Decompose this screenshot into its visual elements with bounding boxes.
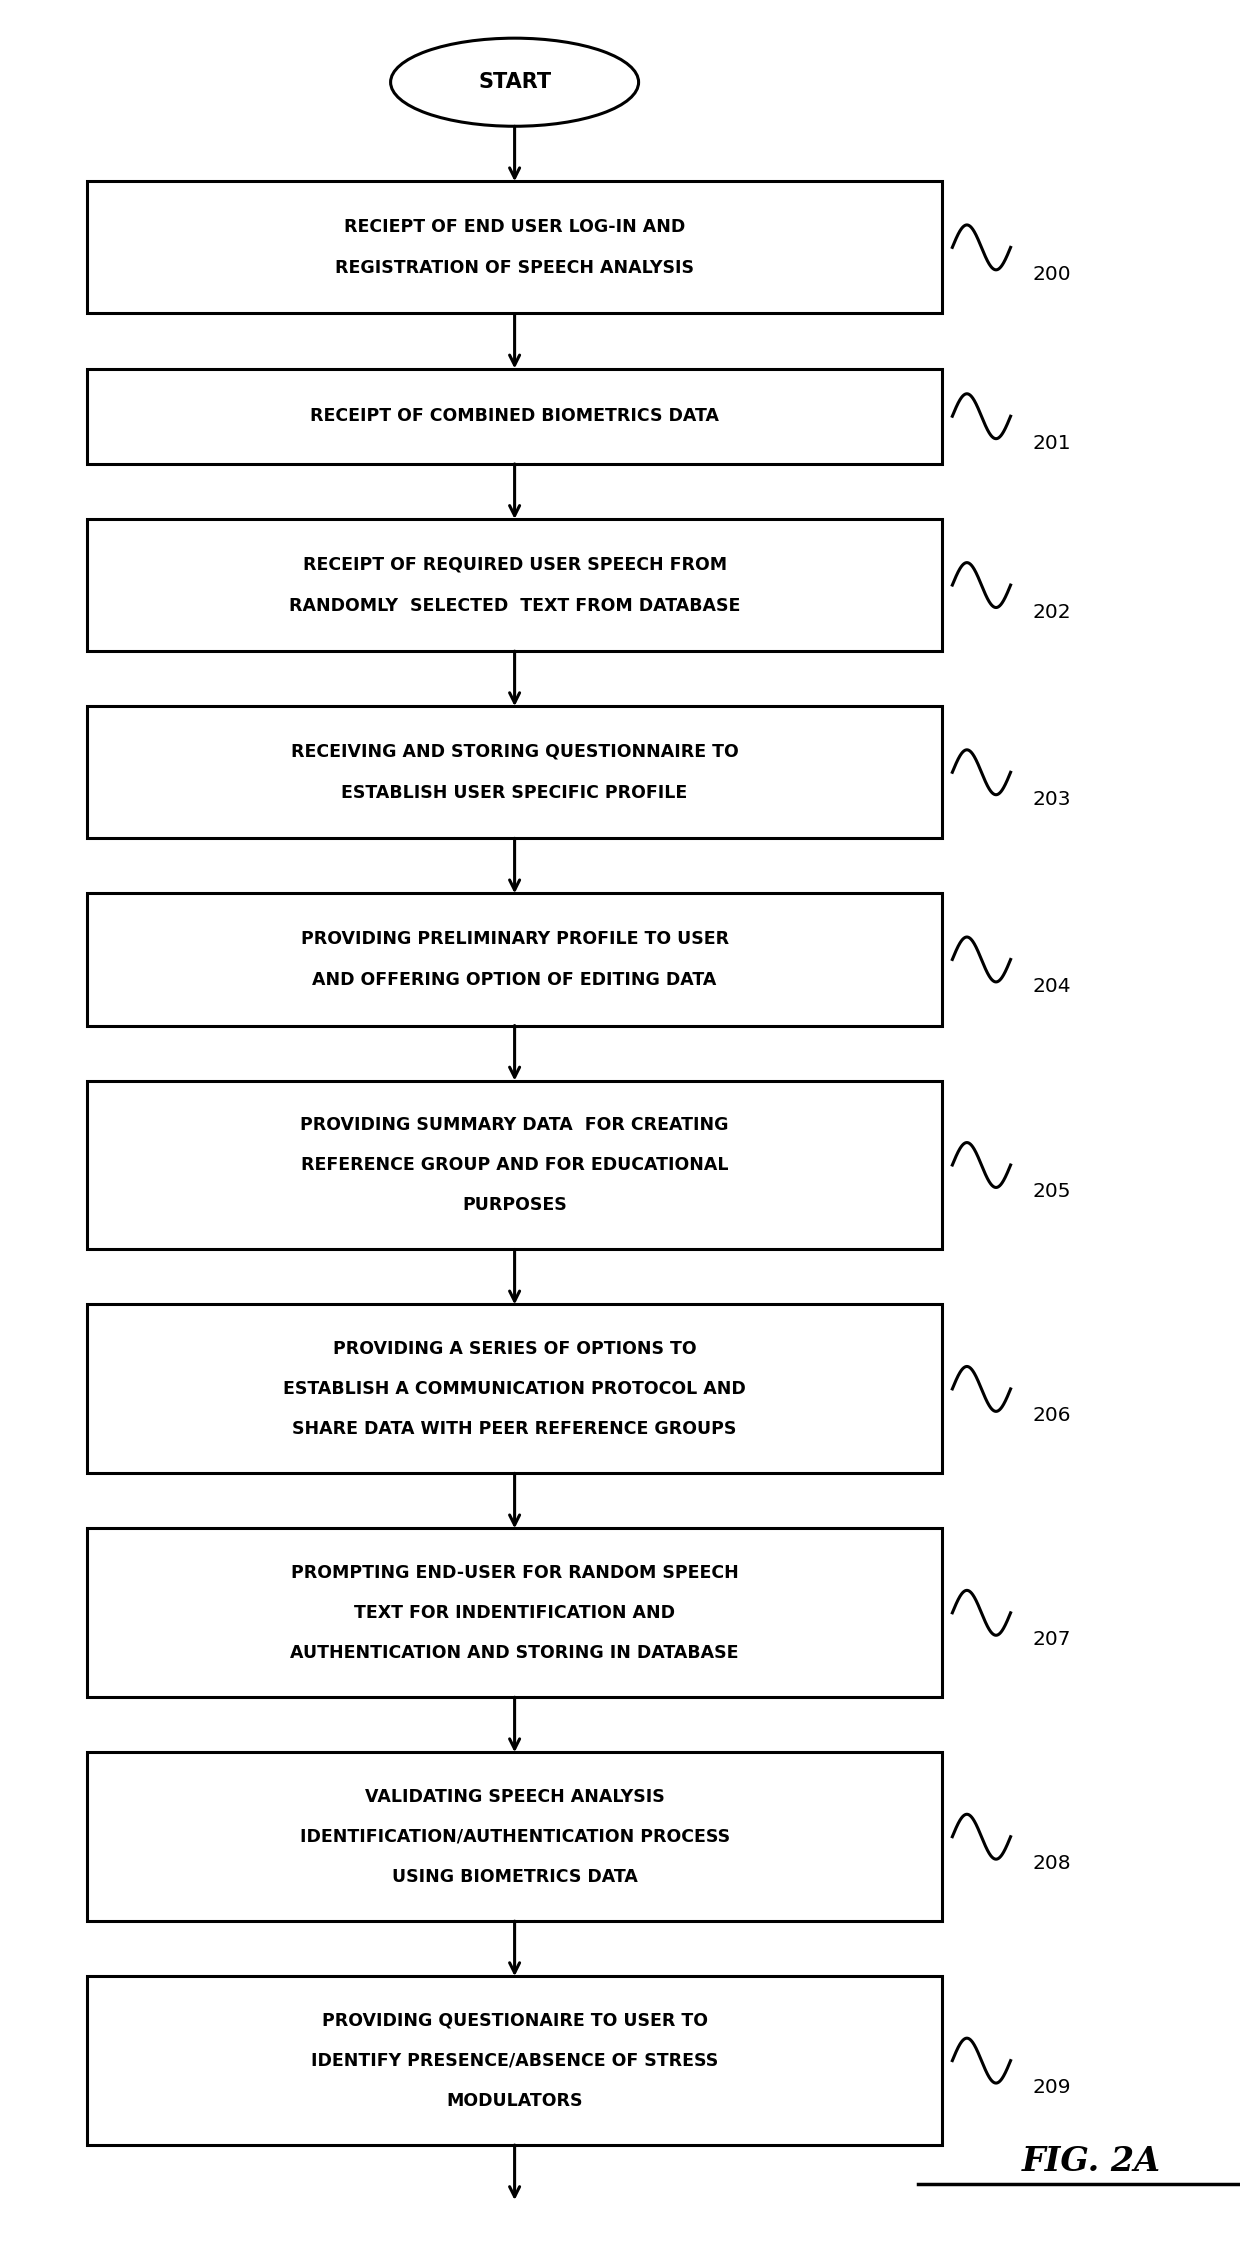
Text: RECEIPT OF COMBINED BIOMETRICS DATA: RECEIPT OF COMBINED BIOMETRICS DATA <box>310 406 719 424</box>
Text: AND OFFERING OPTION OF EDITING DATA: AND OFFERING OPTION OF EDITING DATA <box>312 972 717 990</box>
Text: 205: 205 <box>1033 1183 1071 1201</box>
Text: ESTABLISH A COMMUNICATION PROTOCOL AND: ESTABLISH A COMMUNICATION PROTOCOL AND <box>283 1381 746 1399</box>
Text: IDENTIFICATION/AUTHENTICATION PROCESS: IDENTIFICATION/AUTHENTICATION PROCESS <box>300 1827 729 1845</box>
Text: IDENTIFY PRESENCE/ABSENCE OF STRESS: IDENTIFY PRESENCE/ABSENCE OF STRESS <box>311 2052 718 2070</box>
Text: 206: 206 <box>1033 1405 1071 1426</box>
Text: PROVIDING PRELIMINARY PROFILE TO USER: PROVIDING PRELIMINARY PROFILE TO USER <box>300 929 729 947</box>
Text: 200: 200 <box>1033 265 1071 283</box>
Text: PROMPTING END-USER FOR RANDOM SPEECH: PROMPTING END-USER FOR RANDOM SPEECH <box>290 1563 739 1583</box>
Text: FIG. 2A: FIG. 2A <box>1022 2144 1161 2178</box>
Text: PURPOSES: PURPOSES <box>463 1197 567 1215</box>
Text: USING BIOMETRICS DATA: USING BIOMETRICS DATA <box>392 1868 637 1886</box>
Text: RANDOMLY  SELECTED  TEXT FROM DATABASE: RANDOMLY SELECTED TEXT FROM DATABASE <box>289 597 740 615</box>
Text: 202: 202 <box>1033 602 1071 622</box>
Text: 208: 208 <box>1033 1854 1071 1872</box>
Text: RECEIPT OF REQUIRED USER SPEECH FROM: RECEIPT OF REQUIRED USER SPEECH FROM <box>303 555 727 572</box>
Text: ESTABLISH USER SPECIFIC PROFILE: ESTABLISH USER SPECIFIC PROFILE <box>341 784 688 801</box>
Text: TEXT FOR INDENTIFICATION AND: TEXT FOR INDENTIFICATION AND <box>355 1603 675 1621</box>
Text: SHARE DATA WITH PEER REFERENCE GROUPS: SHARE DATA WITH PEER REFERENCE GROUPS <box>293 1421 737 1439</box>
Text: REGISTRATION OF SPEECH ANALYSIS: REGISTRATION OF SPEECH ANALYSIS <box>335 258 694 276</box>
Text: RECEIVING AND STORING QUESTIONNAIRE TO: RECEIVING AND STORING QUESTIONNAIRE TO <box>290 743 739 761</box>
Text: 209: 209 <box>1033 2079 1071 2097</box>
Text: 203: 203 <box>1033 790 1071 808</box>
Text: 201: 201 <box>1033 433 1071 453</box>
Text: MODULATORS: MODULATORS <box>446 2092 583 2110</box>
Text: 207: 207 <box>1033 1630 1071 1650</box>
Text: START: START <box>479 72 551 92</box>
Text: PROVIDING SUMMARY DATA  FOR CREATING: PROVIDING SUMMARY DATA FOR CREATING <box>300 1116 729 1134</box>
Text: VALIDATING SPEECH ANALYSIS: VALIDATING SPEECH ANALYSIS <box>365 1787 665 1805</box>
Text: PROVIDING A SERIES OF OPTIONS TO: PROVIDING A SERIES OF OPTIONS TO <box>332 1340 697 1358</box>
Text: PROVIDING QUESTIONAIRE TO USER TO: PROVIDING QUESTIONAIRE TO USER TO <box>321 2012 708 2029</box>
Text: AUTHENTICATION AND STORING IN DATABASE: AUTHENTICATION AND STORING IN DATABASE <box>290 1643 739 1661</box>
Text: 204: 204 <box>1033 977 1071 997</box>
Text: RECIEPT OF END USER LOG-IN AND: RECIEPT OF END USER LOG-IN AND <box>343 218 686 236</box>
Text: REFERENCE GROUP AND FOR EDUCATIONAL: REFERENCE GROUP AND FOR EDUCATIONAL <box>301 1156 728 1174</box>
